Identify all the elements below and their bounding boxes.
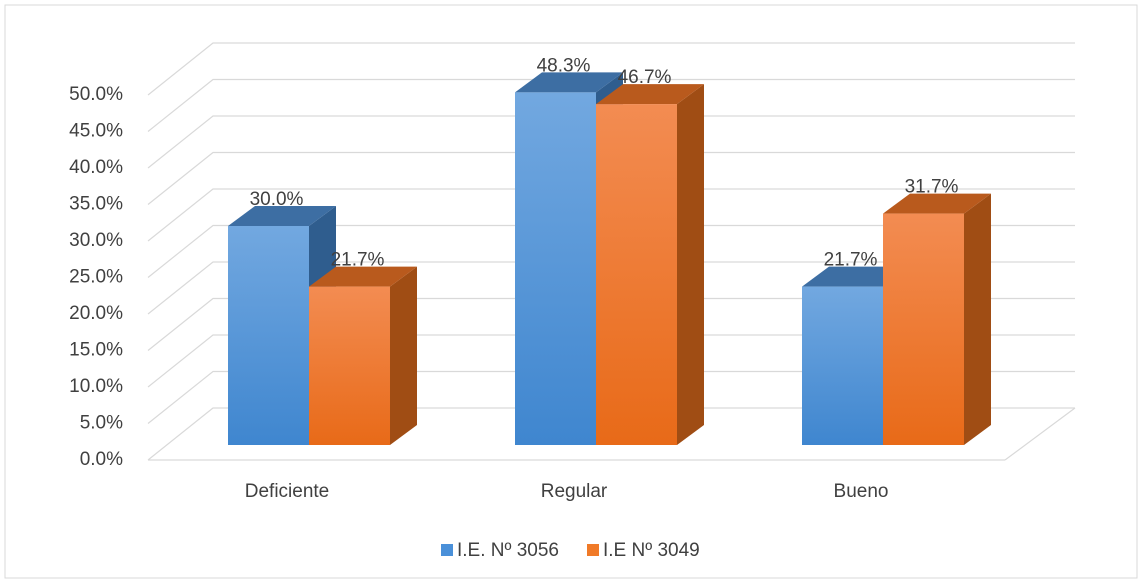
bar (596, 104, 677, 445)
bar (883, 213, 964, 445)
value-label: 48.3% (537, 55, 591, 76)
value-label: 30.0% (250, 189, 304, 210)
legend-swatch (587, 544, 599, 556)
bar-side (390, 266, 417, 445)
legend-swatch (441, 544, 453, 556)
y-tick-label: 45.0% (69, 121, 123, 142)
grid-line (147, 407, 1075, 461)
value-label: 21.7% (824, 250, 878, 271)
grid-line (147, 188, 1075, 242)
grid-line (147, 224, 1075, 278)
y-tick-label: 40.0% (69, 157, 123, 178)
value-label: 21.7% (331, 250, 385, 271)
y-tick-label: 35.0% (69, 194, 123, 215)
x-tick-label: Bueno (834, 481, 889, 502)
value-label: 46.7% (618, 67, 672, 88)
y-tick-label: 0.0% (80, 449, 123, 470)
y-tick-label: 10.0% (69, 376, 123, 397)
grid-line (147, 42, 1075, 96)
legend-label: I.E Nº 3049 (603, 540, 700, 561)
legend-label: I.E. Nº 3056 (457, 540, 559, 561)
bar-top (883, 193, 991, 214)
y-tick-label: 30.0% (69, 230, 123, 251)
bar-top (596, 84, 704, 105)
bar-top (228, 206, 336, 226)
y-tick-label: 5.0% (80, 413, 123, 434)
bar-top (515, 72, 623, 93)
x-tick-label: Deficiente (245, 481, 330, 502)
bar-top (309, 266, 417, 287)
value-label: 31.7% (905, 177, 959, 198)
grid-line (147, 115, 1075, 169)
grid-line (147, 334, 1075, 388)
grid-line (147, 370, 1075, 424)
y-tick-label: 20.0% (69, 303, 123, 324)
bar-side (964, 193, 991, 445)
bar (515, 92, 596, 445)
bar (802, 286, 883, 445)
x-tick-label: Regular (541, 481, 608, 502)
bar (309, 286, 390, 445)
y-tick-label: 50.0% (69, 84, 123, 105)
bar-side (677, 84, 704, 445)
bar (228, 226, 309, 445)
grid-line (147, 151, 1075, 205)
grid-line (147, 297, 1075, 351)
y-tick-label: 15.0% (69, 340, 123, 361)
grid-line (147, 261, 1075, 315)
floor-line (1004, 407, 1076, 461)
y-tick-label: 25.0% (69, 267, 123, 288)
grid-line (147, 78, 1075, 132)
